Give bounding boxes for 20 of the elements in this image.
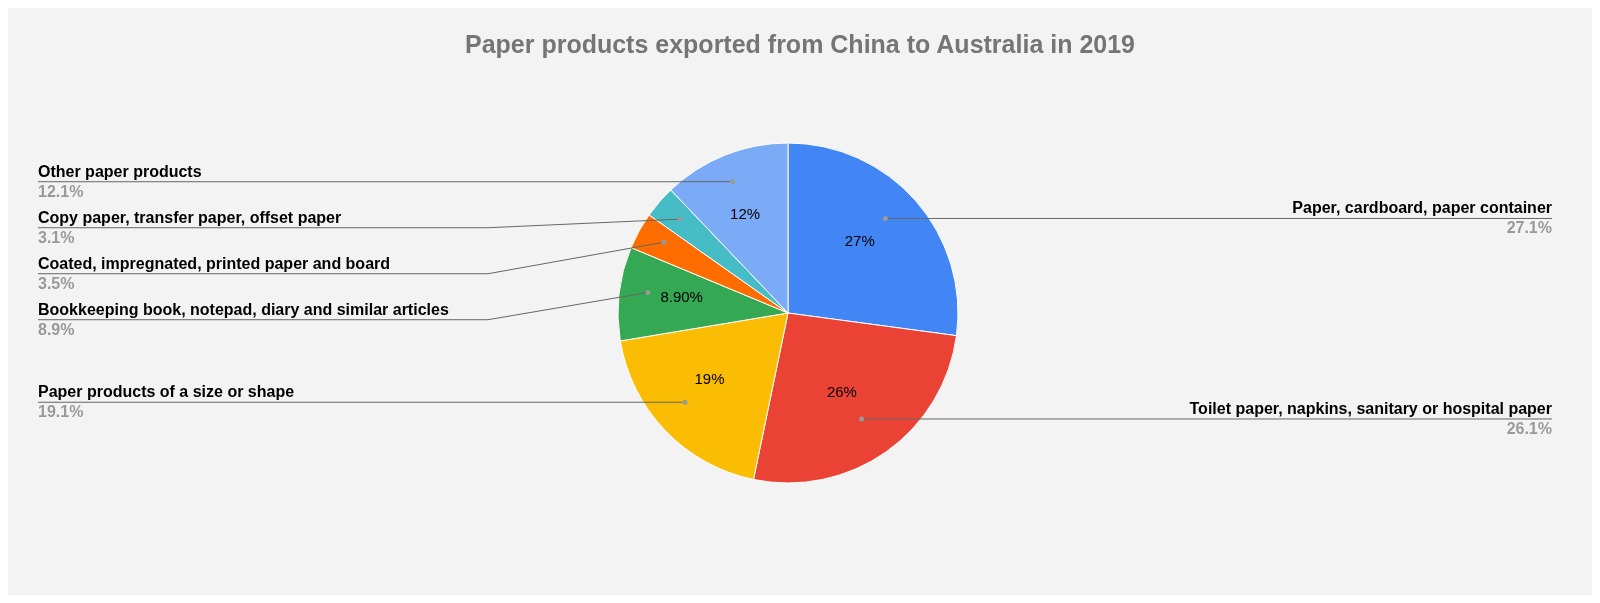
text: 27% bbox=[844, 232, 875, 250]
chart-title: Paper products exported from China to Australia in 2019 bbox=[463, 30, 1137, 59]
text: 12% bbox=[730, 204, 761, 222]
text: 8.90% bbox=[660, 287, 703, 305]
slice-label: Paper, cardboard, paper container bbox=[1292, 199, 1552, 217]
slice-label: Coated, impregnated, printed paper and board bbox=[38, 254, 391, 272]
data-label: 12.1% bbox=[38, 182, 84, 200]
slice-label: Paper products of a size or shape bbox=[38, 383, 295, 401]
slice-label: Bookkeeping book, notepad, diary and similar articles bbox=[38, 300, 449, 318]
data-label: 3.5% bbox=[38, 274, 75, 292]
slice-label: Other paper products bbox=[38, 162, 202, 180]
data-label: 3.1% bbox=[38, 228, 75, 246]
text: 19% bbox=[694, 370, 725, 388]
slice-label: Copy paper, transfer paper, offset paper bbox=[38, 208, 342, 226]
data-label: 19.1% bbox=[38, 403, 84, 421]
text: 26% bbox=[826, 382, 857, 400]
slice-label: Toilet paper, napkins, sanitary or hospital paper bbox=[1189, 399, 1552, 417]
data-label: 26.1% bbox=[1506, 419, 1552, 437]
data-label: 8.9% bbox=[38, 320, 75, 338]
data-label: 27.1% bbox=[1506, 219, 1552, 237]
